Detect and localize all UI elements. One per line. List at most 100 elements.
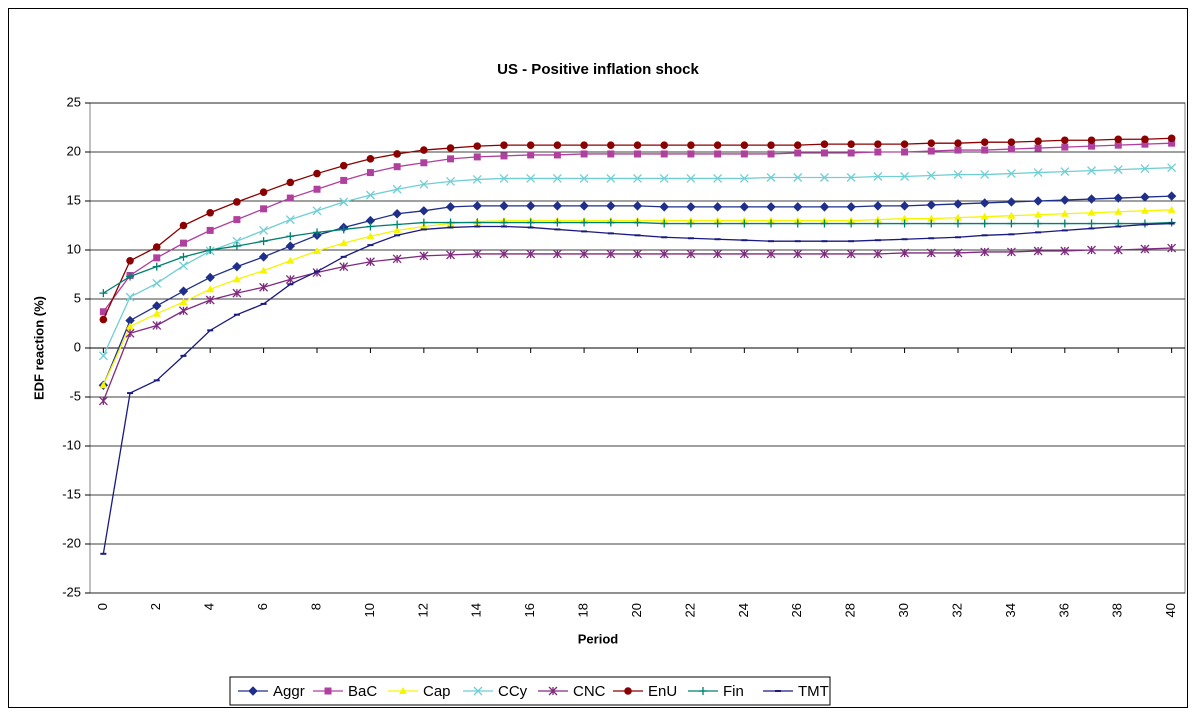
marker bbox=[739, 202, 750, 212]
x-axis-label: Period bbox=[578, 631, 619, 646]
marker bbox=[1034, 210, 1043, 218]
marker bbox=[366, 222, 375, 231]
marker bbox=[659, 174, 669, 183]
x-tick-label: 4 bbox=[202, 603, 217, 610]
marker bbox=[313, 169, 321, 178]
marker bbox=[713, 141, 722, 149]
marker bbox=[580, 218, 589, 227]
marker bbox=[1114, 135, 1123, 144]
marker bbox=[900, 219, 909, 228]
marker bbox=[1087, 208, 1096, 216]
marker bbox=[473, 218, 482, 227]
legend-label: CCy bbox=[498, 683, 528, 700]
legend-label: CNC bbox=[573, 683, 606, 700]
marker bbox=[1141, 140, 1149, 148]
marker bbox=[660, 219, 669, 228]
marker bbox=[714, 150, 722, 158]
marker bbox=[286, 232, 295, 241]
marker bbox=[900, 140, 909, 148]
marker bbox=[446, 218, 455, 227]
marker bbox=[179, 261, 188, 271]
marker bbox=[126, 256, 134, 265]
marker bbox=[740, 150, 748, 158]
marker bbox=[633, 218, 642, 227]
marker bbox=[1167, 163, 1177, 173]
marker bbox=[286, 178, 295, 187]
legend-label: Fin bbox=[723, 683, 744, 700]
marker bbox=[1006, 169, 1016, 179]
marker bbox=[713, 219, 722, 228]
marker bbox=[1034, 219, 1043, 228]
marker bbox=[686, 202, 696, 212]
marker bbox=[953, 248, 963, 258]
marker bbox=[206, 226, 214, 234]
marker bbox=[339, 239, 348, 247]
marker bbox=[926, 171, 936, 180]
marker bbox=[686, 219, 695, 228]
marker bbox=[873, 219, 882, 228]
marker bbox=[259, 282, 269, 292]
marker bbox=[793, 141, 802, 149]
legend-marker bbox=[399, 687, 407, 694]
x-tick-label: 14 bbox=[469, 603, 484, 617]
marker bbox=[1087, 219, 1096, 228]
marker bbox=[687, 141, 695, 149]
marker bbox=[205, 295, 215, 305]
x-tick-label: 18 bbox=[576, 603, 591, 617]
series bbox=[98, 191, 1177, 390]
marker bbox=[366, 232, 375, 240]
marker bbox=[553, 218, 562, 227]
marker bbox=[1061, 136, 1069, 145]
marker bbox=[232, 236, 242, 246]
marker bbox=[739, 174, 749, 183]
marker bbox=[1007, 145, 1015, 153]
marker bbox=[873, 249, 883, 259]
y-tick-label: 10 bbox=[67, 241, 81, 256]
marker bbox=[900, 172, 910, 181]
marker bbox=[126, 322, 135, 330]
legend-marker bbox=[624, 687, 632, 695]
marker bbox=[179, 221, 188, 230]
x-tick-label: 2 bbox=[148, 603, 163, 610]
y-tick-label: 20 bbox=[67, 143, 81, 158]
marker bbox=[472, 249, 482, 259]
marker bbox=[419, 206, 429, 216]
marker bbox=[1060, 219, 1069, 228]
marker bbox=[980, 170, 990, 179]
legend-label: BaC bbox=[348, 683, 377, 700]
marker bbox=[686, 174, 696, 183]
marker bbox=[767, 219, 776, 228]
marker bbox=[340, 176, 348, 184]
series bbox=[99, 134, 1176, 324]
x-tick-label: 16 bbox=[522, 603, 537, 617]
y-tick-label: 0 bbox=[74, 339, 81, 354]
x-tick-label: 34 bbox=[1003, 603, 1018, 617]
marker bbox=[366, 155, 375, 163]
marker bbox=[793, 249, 803, 259]
marker bbox=[392, 254, 402, 264]
marker bbox=[419, 179, 429, 189]
marker bbox=[125, 328, 135, 338]
legend-label: TMT bbox=[798, 683, 829, 700]
marker bbox=[606, 249, 616, 259]
marker bbox=[179, 306, 188, 316]
marker bbox=[927, 139, 936, 147]
marker bbox=[447, 155, 455, 163]
marker bbox=[634, 150, 641, 158]
marker bbox=[926, 248, 936, 258]
marker bbox=[953, 199, 963, 209]
marker bbox=[152, 262, 161, 271]
legend-marker bbox=[473, 686, 483, 696]
marker bbox=[820, 149, 828, 157]
marker bbox=[419, 218, 428, 227]
x-tick-label: 26 bbox=[789, 603, 804, 617]
marker bbox=[633, 141, 642, 149]
marker bbox=[740, 141, 749, 149]
marker bbox=[259, 225, 269, 235]
marker bbox=[553, 151, 561, 159]
legend-marker bbox=[324, 687, 332, 695]
marker bbox=[233, 216, 241, 224]
marker bbox=[286, 256, 295, 264]
marker bbox=[99, 315, 108, 324]
marker bbox=[499, 249, 509, 259]
